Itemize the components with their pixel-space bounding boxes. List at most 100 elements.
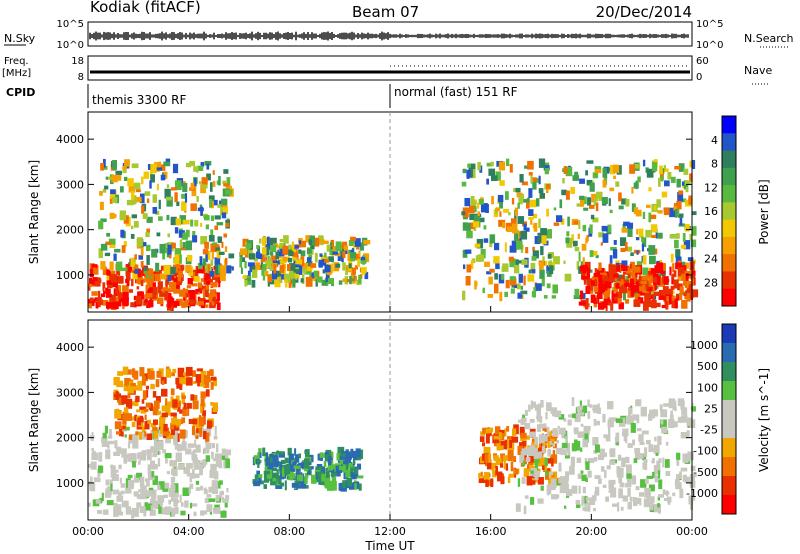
range-cell xyxy=(683,269,687,277)
range-cell xyxy=(512,223,518,234)
range-cell xyxy=(348,462,352,468)
range-cell xyxy=(121,448,127,458)
range-cell xyxy=(547,229,552,235)
colorbar-tick-label: 25 xyxy=(704,402,718,415)
range-cell xyxy=(149,180,152,189)
range-cell xyxy=(485,479,488,483)
range-cell xyxy=(610,417,618,422)
range-cell xyxy=(614,436,620,446)
range-cell xyxy=(294,448,297,456)
range-cell xyxy=(276,450,280,455)
range-cell xyxy=(110,468,116,478)
range-cell xyxy=(636,228,639,235)
range-cell xyxy=(331,256,334,263)
range-cell xyxy=(190,394,195,401)
colorbar-tick-label: 4 xyxy=(711,134,718,147)
range-cell xyxy=(210,259,214,266)
range-cell xyxy=(515,503,521,512)
range-cell xyxy=(115,281,118,289)
range-cell xyxy=(562,481,567,488)
range-cell xyxy=(170,484,176,492)
range-cell xyxy=(636,261,643,269)
range-cell xyxy=(179,419,184,425)
range-cell xyxy=(526,476,533,486)
range-cell xyxy=(199,464,206,468)
range-cell xyxy=(166,184,170,188)
range-cell xyxy=(180,247,187,251)
range-cell xyxy=(352,463,355,470)
range-cell xyxy=(140,246,144,256)
range-cell xyxy=(140,280,144,287)
range-cell xyxy=(497,194,504,203)
range-cell xyxy=(511,436,519,443)
range-cell xyxy=(552,449,556,458)
range-cell xyxy=(644,460,648,471)
range-cell xyxy=(462,207,469,218)
range-cell xyxy=(627,502,632,510)
range-cell xyxy=(192,380,197,384)
range-cell xyxy=(484,453,492,464)
range-cell xyxy=(469,213,476,221)
range-cell xyxy=(632,439,636,446)
range-cell xyxy=(211,301,215,306)
range-cell xyxy=(181,193,186,199)
colorbar-segment xyxy=(722,343,736,363)
range-cell xyxy=(112,301,119,310)
range-cell xyxy=(656,460,661,466)
range-cell xyxy=(97,465,104,473)
range-cell xyxy=(350,278,356,284)
range-cell xyxy=(261,236,266,246)
range-cell xyxy=(220,274,226,282)
range-cell xyxy=(133,221,139,228)
range-cell xyxy=(601,452,608,457)
range-cell xyxy=(136,493,144,499)
range-cell xyxy=(200,222,203,227)
range-cell xyxy=(654,474,658,483)
range-cell xyxy=(567,451,571,456)
range-cell xyxy=(90,482,96,492)
range-cell xyxy=(152,451,158,456)
range-cell xyxy=(642,211,646,219)
range-cell xyxy=(655,302,661,308)
range-cell xyxy=(524,495,529,499)
range-cell xyxy=(649,255,656,265)
range-cell xyxy=(176,444,183,452)
range-cell xyxy=(156,232,161,237)
range-cell xyxy=(192,235,198,243)
range-cell xyxy=(143,509,147,517)
range-cell xyxy=(352,451,358,461)
range-cell xyxy=(141,450,147,455)
range-cell xyxy=(676,293,679,299)
range-cell xyxy=(485,433,490,444)
range-cell xyxy=(341,465,349,473)
range-cell xyxy=(648,187,652,192)
range-cell xyxy=(332,246,336,252)
range-cell xyxy=(555,256,559,261)
freq-trace xyxy=(90,65,690,74)
range-cell xyxy=(257,458,260,469)
range-cell xyxy=(505,463,509,471)
range-cell xyxy=(218,251,225,255)
range-cell xyxy=(681,181,686,186)
range-cell xyxy=(565,435,568,445)
range-cell xyxy=(678,163,685,172)
range-cell xyxy=(279,265,285,274)
range-cell xyxy=(543,434,548,442)
range-cell xyxy=(478,478,486,484)
range-cell xyxy=(565,237,570,244)
range-cell xyxy=(208,427,212,437)
range-cell xyxy=(151,471,154,478)
range-cell xyxy=(557,425,560,430)
range-cell xyxy=(144,431,147,437)
range-cell xyxy=(633,497,640,505)
range-cell xyxy=(511,197,515,205)
range-cell xyxy=(538,188,544,194)
range-cell xyxy=(288,458,292,467)
range-cell xyxy=(648,245,656,255)
range-cell xyxy=(635,180,638,190)
range-cell xyxy=(624,279,630,284)
range-cell xyxy=(267,274,273,283)
range-cell xyxy=(539,269,545,279)
range-cell xyxy=(589,182,595,192)
range-cell xyxy=(103,290,106,298)
